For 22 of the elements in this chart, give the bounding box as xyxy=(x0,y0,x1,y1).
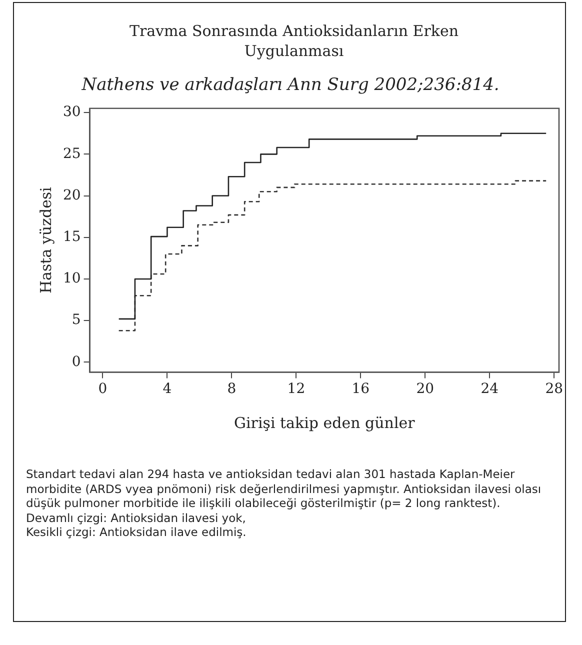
x-axis-title: Girişi takip eden günler xyxy=(234,414,416,432)
text: Devamlı çizgi: Antioksidan ilavesi yok, xyxy=(26,510,247,525)
chart-subtitle: Nathens ve arkadaşları Ann Surg 2002;236:814. xyxy=(80,75,500,95)
y-tick-label: 10 xyxy=(62,270,81,287)
x-tick-label: 20 xyxy=(416,381,434,398)
y-tick-label: 5 xyxy=(72,312,81,328)
x-tick-label: 4 xyxy=(162,381,172,398)
text: Standart tedavi alan 294 hasta ve antioksidan tedavi alan 301 hastada Kaplan-Meier morbidite (ARDS vyea pnömoni) risk değerlendirilmesi yapmıştır. Antioksidan ilavesi olası düşük pulmoner morbitide ile ilişkili olabileceği gösterilmiştir (p= 2 long ranktest). xyxy=(26,467,542,510)
x-tick-label: 24 xyxy=(480,381,499,398)
y-tick-label: 25 xyxy=(62,146,81,162)
x-tick-label: 12 xyxy=(287,381,306,398)
y-tick-label: 15 xyxy=(62,229,81,246)
text: Kesikli çizgi: Antioksidan ilave edilmiş. xyxy=(26,525,248,540)
y-tick-label: 0 xyxy=(72,354,81,370)
x-tick-label: 8 xyxy=(227,381,236,398)
y-axis-title: Hasta yüzdesi xyxy=(36,186,55,294)
x-tick-label: 16 xyxy=(352,381,370,398)
chart-title: Travma Sonrasında Antioksidanların Erken Uygulanması xyxy=(128,21,460,61)
x-tick-label: 0 xyxy=(98,381,108,398)
y-tick-label: 30 xyxy=(62,104,81,120)
x-tick-label: 28 xyxy=(545,381,564,398)
y-tick-label: 20 xyxy=(62,187,81,204)
